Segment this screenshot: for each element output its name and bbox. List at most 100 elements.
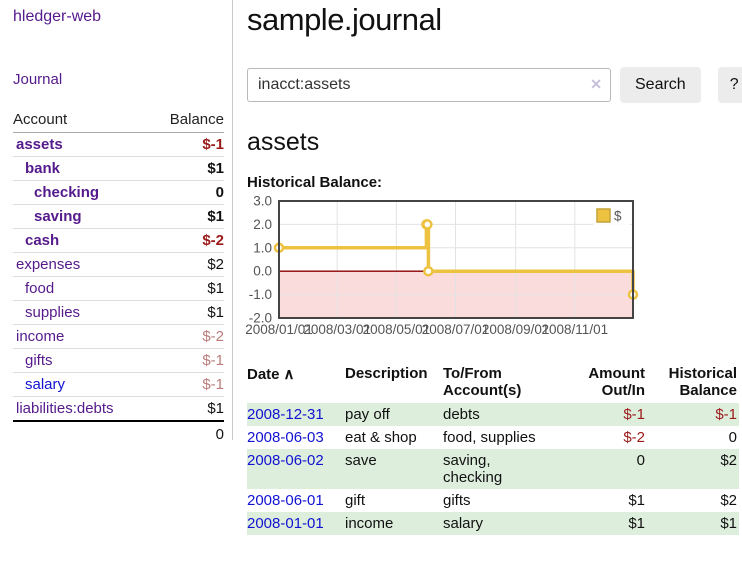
table-row: 2008-06-01 gift gifts $1 $2 [247, 489, 739, 512]
account-balance: $1 [150, 156, 224, 181]
table-row: 2008-12-31 pay off debts $-1 $-1 [247, 403, 739, 426]
register-header-amount: Amount Out/In [588, 365, 645, 399]
account-balance: $-2 [150, 324, 224, 349]
register-description-cell: pay off [345, 406, 390, 423]
search-bar: ✕ Search ? [247, 67, 742, 103]
search-input-wrap: ✕ [247, 68, 611, 102]
app-title: hledger-web [13, 8, 224, 26]
account-row: gifts $-1 [13, 348, 224, 373]
accounts-total-spacer [13, 420, 151, 446]
register-amount-cell: $-1 [623, 406, 645, 423]
register-description-cell: gift [345, 492, 366, 509]
account-row: salary $-1 [13, 372, 224, 397]
account-link[interactable]: expenses [16, 256, 81, 273]
sidebar-nav: Journal [13, 71, 62, 88]
date-header-label: Date [247, 366, 280, 383]
account-row: cash $-2 [13, 228, 224, 253]
account-balance: $-1 [202, 136, 224, 153]
app-title-link[interactable]: hledger-web [13, 8, 102, 25]
page-title: sample.journal [247, 2, 442, 37]
account-balance: $-1 [150, 348, 224, 373]
accounts-header-account: Account [13, 109, 151, 133]
accounts-total-value: 0 [150, 420, 224, 446]
account-row: assets $-1 [13, 133, 224, 157]
legend-label: $ [614, 209, 622, 224]
register-header-date[interactable]: Date ∧ [247, 363, 345, 403]
account-row: liabilities:debts $1 [13, 396, 224, 421]
account-row: income $-2 [13, 324, 224, 349]
transaction-date-link[interactable]: 2008-06-03 [247, 429, 324, 446]
accounts-table-header: Account Balance [13, 109, 224, 133]
account-name-cell: assets [13, 133, 150, 157]
account-name-cell: expenses [13, 252, 151, 277]
account-link[interactable]: salary [25, 376, 66, 393]
transaction-date-link[interactable]: 2008-01-01 [247, 515, 324, 532]
app-layout: hledger-web Journal Account Balance asse… [13, 0, 742, 535]
historical-balance-chart: 3.0 2.0 1.0 0.0 -1.0 -2.02008/01/012008/03/01… [245, 194, 639, 337]
register-description-cell: eat & shop [345, 429, 417, 446]
sidebar-item-journal[interactable]: Journal [13, 71, 63, 88]
account-link[interactable]: assets [16, 136, 63, 153]
account-link[interactable]: gifts [25, 352, 53, 369]
y-axis-tick-label: 0.0 [253, 264, 272, 279]
register-header-tofrom: To/From Account(s) [443, 365, 522, 399]
account-link[interactable]: checking [34, 184, 100, 201]
table-row: 2008-01-01 income salary $1 $1 [247, 512, 739, 535]
account-link[interactable]: income [16, 328, 65, 345]
register-table-body: 2008-12-31 pay off debts $-1 $-1 2008-06-03 ea… [247, 403, 739, 535]
register-date-cell: 2008-06-01 [247, 489, 345, 512]
register-historical-cell: 0 [728, 429, 737, 446]
x-axis-tick-label: 2008/11/01 [542, 322, 609, 337]
data-point-marker [423, 265, 434, 277]
account-name-cell: food [13, 276, 151, 301]
sort-asc-icon: ∧ [283, 366, 295, 383]
table-row: 2008-06-02 save saving, checking 0 $2 [247, 449, 739, 489]
clear-search-icon[interactable]: ✕ [590, 76, 602, 92]
account-link[interactable]: liabilities:debts [16, 400, 114, 417]
x-axis-tick-label: 2008/05/01 [363, 322, 431, 337]
chart-label: Historical Balance: [247, 174, 383, 191]
register-header-row: Date ∧ Description To/From Account(s) Amo… [247, 363, 739, 403]
account-link[interactable]: bank [25, 160, 61, 177]
transaction-date-link[interactable]: 2008-12-31 [247, 406, 324, 423]
x-axis-tick-label: 2008/03/01 [303, 322, 371, 337]
account-balance: $1 [150, 204, 224, 229]
x-axis-tick-label: 2008/09/01 [482, 322, 550, 337]
account-balance: $2 [150, 252, 224, 277]
account-name-cell: cash [13, 228, 151, 253]
register-date-cell: 2008-06-03 [247, 426, 345, 449]
search-help-button[interactable]: ? [717, 67, 742, 103]
transaction-date-link[interactable]: 2008-06-02 [247, 452, 324, 469]
account-link[interactable]: supplies [25, 304, 81, 321]
register-date-cell: 2008-12-31 [247, 403, 345, 426]
register-historical-cell: $2 [720, 492, 737, 509]
y-axis-tick-label: 1.0 [253, 240, 272, 255]
register-date-cell: 2008-06-02 [247, 449, 345, 489]
account-link[interactable]: saving [34, 208, 82, 225]
account-heading: assets [247, 128, 320, 156]
account-row: food $1 [13, 276, 224, 301]
register-amount-cell: $-2 [623, 429, 645, 446]
account-balance: 0 [150, 180, 224, 205]
search-button[interactable]: Search [620, 67, 701, 103]
account-row: saving $1 [13, 204, 224, 229]
account-name-cell: liabilities:debts [13, 396, 151, 421]
accounts-total-row: 0 [13, 420, 224, 446]
account-balance: $1 [150, 276, 224, 301]
account-row: supplies $1 [13, 300, 224, 325]
account-name-cell: gifts [13, 348, 151, 373]
register-tofrom-cell: salary [443, 515, 484, 532]
account-link[interactable]: food [25, 280, 55, 297]
main-content: sample.journal ✕ Search ? assets Histori… [233, 0, 742, 535]
account-name-cell: checking [13, 180, 151, 205]
account-name-cell: saving [13, 204, 151, 229]
register-description-cell: save [345, 452, 377, 469]
y-axis-tick-label: 3.0 [253, 194, 272, 209]
transaction-date-link[interactable]: 2008-06-01 [247, 492, 324, 509]
account-balance: $-2 [150, 228, 224, 253]
data-point-marker [422, 219, 433, 230]
register-tofrom-cell: food, supplies [443, 429, 536, 446]
account-balance: $-1 [150, 372, 224, 397]
search-input[interactable] [247, 68, 611, 102]
account-link[interactable]: cash [25, 232, 60, 249]
